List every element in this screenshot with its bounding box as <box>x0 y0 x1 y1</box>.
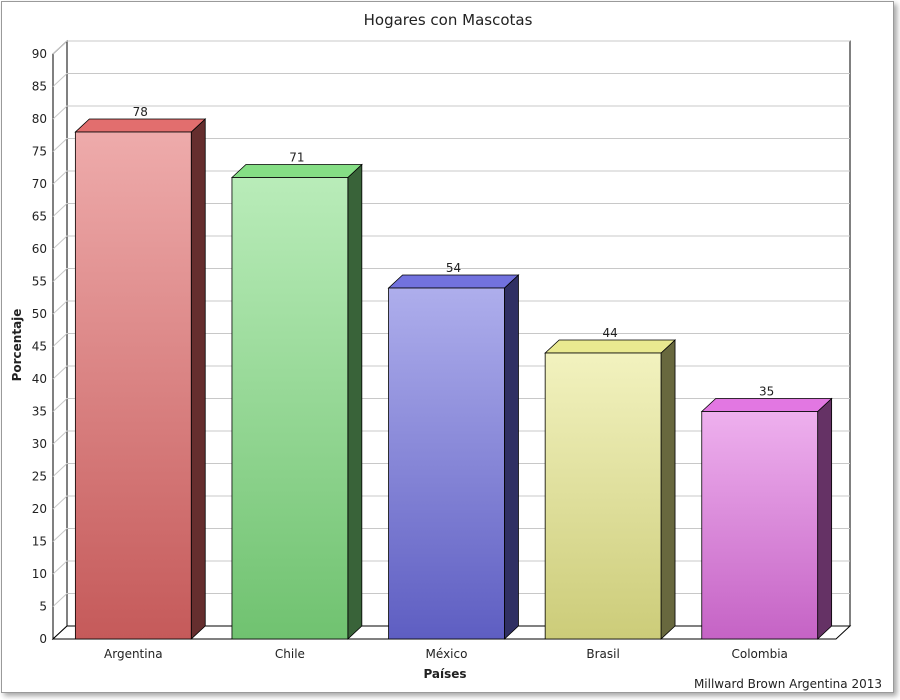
bar-side <box>190 118 206 640</box>
x-tick-label: Argentina <box>104 647 163 661</box>
y-tick-label: 50 <box>32 307 47 321</box>
y-tick-label: 15 <box>32 535 47 549</box>
y-axis-ticks: 0 5 10 15 20 25 30 35 40 45 50 55 60 65 70 75 80 85 90 <box>32 47 47 646</box>
x-tick-label: Colombia <box>732 647 788 661</box>
gridline <box>52 333 850 347</box>
bar-top <box>74 118 207 133</box>
gridline <box>52 268 850 282</box>
y-tick-label: 35 <box>32 405 47 419</box>
bar-front <box>231 177 349 640</box>
bar-front <box>701 411 819 640</box>
y-tick-label: 30 <box>32 437 47 451</box>
chart-title: Hogares con Mascotas <box>364 11 533 29</box>
bar <box>74 118 207 640</box>
y-tick-label: 40 <box>32 372 47 386</box>
gridline <box>52 138 850 152</box>
gridline <box>52 73 850 87</box>
bars: 78 71 54 44 35 <box>74 105 833 640</box>
bar-chart: Hogares con Mascotas 0 5 10 15 20 25 30 35 40 45 5… <box>10 11 882 691</box>
gridline <box>52 235 850 250</box>
bar-value-label: 35 <box>759 385 774 399</box>
bar-value-label: 71 <box>289 151 304 165</box>
gridline <box>52 40 850 55</box>
y-tick-label: 90 <box>32 47 47 61</box>
bar <box>387 274 520 640</box>
gridline <box>52 105 850 120</box>
bar-side <box>504 274 519 640</box>
y-tick-label: 75 <box>32 145 47 159</box>
bar-value-label: 54 <box>446 261 461 275</box>
y-tick-label: 65 <box>32 210 47 224</box>
bar-front <box>74 131 192 640</box>
x-axis-label: Países <box>423 667 466 681</box>
x-tick-label: Brasil <box>586 647 619 661</box>
y-tick-label: 45 <box>32 340 47 354</box>
bar-side <box>347 163 363 640</box>
x-tick-label: Chile <box>275 647 305 661</box>
source-credit: Millward Brown Argentina 2013 <box>694 677 882 691</box>
bar <box>700 397 833 640</box>
gridline <box>52 300 850 315</box>
x-tick-label: México <box>426 647 468 661</box>
bar-value-label: 44 <box>602 326 617 340</box>
gridline <box>52 170 850 185</box>
bar-top <box>230 164 363 178</box>
y-tick-label: 55 <box>32 275 47 289</box>
gridline <box>52 203 850 217</box>
bar-front <box>388 287 505 640</box>
y-tick-label: 70 <box>32 177 47 191</box>
bar-top <box>544 339 677 354</box>
y-tick-label: 85 <box>32 80 47 94</box>
y-tick-label: 0 <box>39 632 47 646</box>
y-axis-label: Porcentaje <box>10 309 24 382</box>
y-tick-label: 80 <box>32 112 47 126</box>
y-tick-label: 5 <box>39 600 47 614</box>
bar-front <box>544 352 662 640</box>
x-axis-ticks: Argentina Chile México Brasil Colombia <box>104 647 788 661</box>
y-tick-label: 20 <box>32 502 47 516</box>
bar <box>230 163 363 640</box>
bar <box>544 339 677 640</box>
bar-top <box>387 274 520 289</box>
y-tick-label: 25 <box>32 470 47 484</box>
y-tick-label: 10 <box>32 567 47 581</box>
bar-side <box>660 339 676 640</box>
bar-value-label: 78 <box>133 105 148 119</box>
bar-top <box>700 398 833 412</box>
y-tick-label: 60 <box>32 242 47 256</box>
bar-side <box>817 397 833 640</box>
